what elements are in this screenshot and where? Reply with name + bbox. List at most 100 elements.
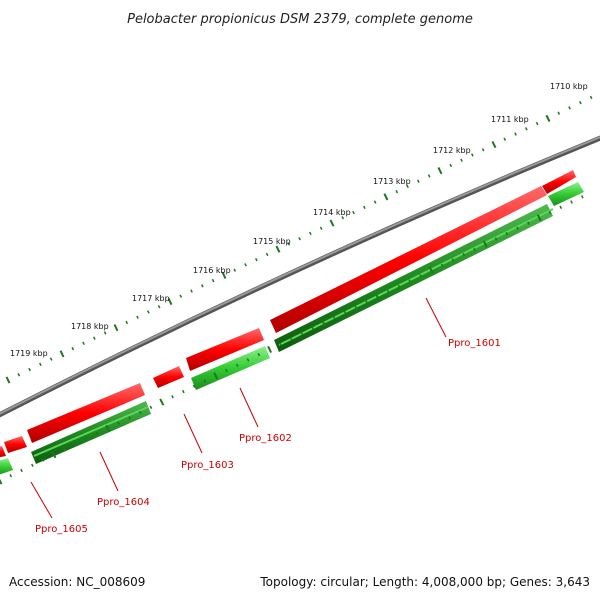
minor-tick bbox=[548, 210, 552, 215]
major-tick bbox=[213, 372, 219, 380]
major-tick bbox=[167, 297, 173, 306]
minor-tick bbox=[157, 305, 161, 309]
forward-strand-genes bbox=[0, 170, 576, 458]
gene-labels: Ppro_1601 Ppro_1602 Ppro_1603 Ppro_1604 … bbox=[35, 338, 501, 535]
gene-arrow bbox=[0, 446, 6, 458]
major-tick bbox=[5, 376, 11, 384]
kbp-label: 1719 kbp bbox=[10, 349, 48, 358]
minor-tick bbox=[125, 320, 129, 325]
minor-tick bbox=[462, 252, 466, 257]
kbp-label: 1717 kbp bbox=[132, 294, 170, 303]
minor-tick bbox=[171, 395, 174, 399]
minor-tick bbox=[84, 437, 88, 441]
kbp-label: 1712 kbp bbox=[433, 146, 471, 155]
kbp-label: 1713 kbp bbox=[373, 177, 411, 186]
major-tick bbox=[51, 451, 57, 459]
minor-tick bbox=[138, 410, 142, 415]
minor-tick bbox=[49, 357, 53, 361]
major-tick bbox=[491, 140, 497, 149]
kbp-label: 1716 kbp bbox=[193, 266, 231, 275]
major-tick bbox=[59, 350, 65, 358]
kbp-labels: 1710 kbp 1711 kbp 1712 kbp 1713 kbp 1714… bbox=[10, 82, 588, 358]
minor-tick bbox=[31, 463, 34, 467]
minor-tick bbox=[363, 205, 366, 210]
leader-line bbox=[99, 451, 119, 492]
minor-tick bbox=[365, 300, 368, 304]
minor-tick bbox=[397, 284, 401, 288]
major-tick bbox=[536, 214, 542, 222]
kbp-ruler bbox=[5, 95, 593, 384]
major-tick bbox=[329, 219, 335, 227]
minor-tick bbox=[570, 200, 573, 204]
minor-tick bbox=[71, 346, 75, 351]
minor-tick bbox=[82, 341, 85, 346]
minor-tick bbox=[581, 195, 584, 199]
minor-tick bbox=[298, 237, 301, 241]
minor-tick bbox=[343, 310, 347, 315]
minor-tick bbox=[481, 148, 485, 152]
minor-tick bbox=[535, 121, 539, 126]
gene-label: Ppro_1602 bbox=[239, 433, 292, 444]
minor-tick bbox=[136, 315, 139, 319]
minor-tick bbox=[352, 210, 355, 215]
major-tick bbox=[0, 478, 3, 485]
inner-ticks bbox=[0, 195, 584, 485]
gene-arrow bbox=[186, 328, 264, 371]
minor-tick bbox=[192, 384, 196, 388]
minor-tick bbox=[300, 331, 304, 336]
major-tick bbox=[383, 193, 389, 201]
minor-tick bbox=[279, 342, 282, 346]
gene-arrow bbox=[0, 458, 13, 475]
kbp-label: 1711 kbp bbox=[491, 115, 529, 124]
minor-tick bbox=[419, 274, 422, 278]
minor-tick bbox=[190, 289, 193, 293]
minor-tick bbox=[257, 352, 261, 357]
minor-tick bbox=[255, 257, 258, 262]
gene-arrow bbox=[270, 186, 547, 333]
minor-tick bbox=[203, 379, 207, 383]
minor-tick bbox=[93, 336, 96, 340]
major-tick bbox=[267, 345, 273, 354]
minor-tick bbox=[319, 226, 323, 230]
leader-line bbox=[183, 413, 203, 454]
minor-tick bbox=[373, 200, 377, 204]
minor-tick bbox=[63, 447, 67, 452]
kbp-label: 1718 kbp bbox=[71, 322, 109, 331]
minor-tick bbox=[451, 258, 455, 262]
minor-tick bbox=[74, 442, 77, 446]
gene-highlight bbox=[33, 406, 149, 457]
minor-tick bbox=[525, 127, 528, 131]
minor-tick bbox=[311, 326, 315, 331]
minor-tick bbox=[235, 363, 239, 367]
minor-tick bbox=[471, 153, 474, 157]
minor-tick bbox=[589, 95, 593, 100]
minor-tick bbox=[417, 179, 420, 183]
minor-tick bbox=[408, 279, 412, 283]
minor-tick bbox=[427, 174, 431, 178]
minor-tick bbox=[28, 367, 31, 372]
genome-summary: Topology: circular; Length: 4,008,000 bp… bbox=[259, 575, 590, 589]
minor-tick bbox=[494, 237, 498, 241]
minor-tick bbox=[516, 226, 519, 231]
major-tick bbox=[105, 424, 111, 432]
minor-tick bbox=[527, 221, 530, 225]
major-tick bbox=[159, 398, 165, 406]
kbp-label: 1715 kbp bbox=[253, 237, 291, 246]
leader-line bbox=[425, 297, 447, 338]
gene-arrow bbox=[191, 346, 270, 390]
minor-tick bbox=[17, 373, 21, 377]
minor-tick bbox=[265, 252, 269, 257]
minor-tick bbox=[39, 362, 42, 367]
minor-tick bbox=[579, 100, 582, 105]
minor-tick bbox=[503, 137, 507, 141]
major-tick bbox=[321, 319, 326, 327]
gene-label: Ppro_1603 bbox=[181, 460, 234, 471]
gene-arrow bbox=[4, 436, 27, 453]
minor-tick bbox=[9, 474, 13, 478]
minor-tick bbox=[559, 205, 563, 210]
minor-tick bbox=[505, 231, 509, 236]
gene-label: Ppro_1601 bbox=[448, 338, 501, 349]
accession-text: Accession: NC_008609 bbox=[9, 575, 145, 589]
minor-tick bbox=[41, 458, 45, 462]
minor-tick bbox=[147, 310, 150, 314]
